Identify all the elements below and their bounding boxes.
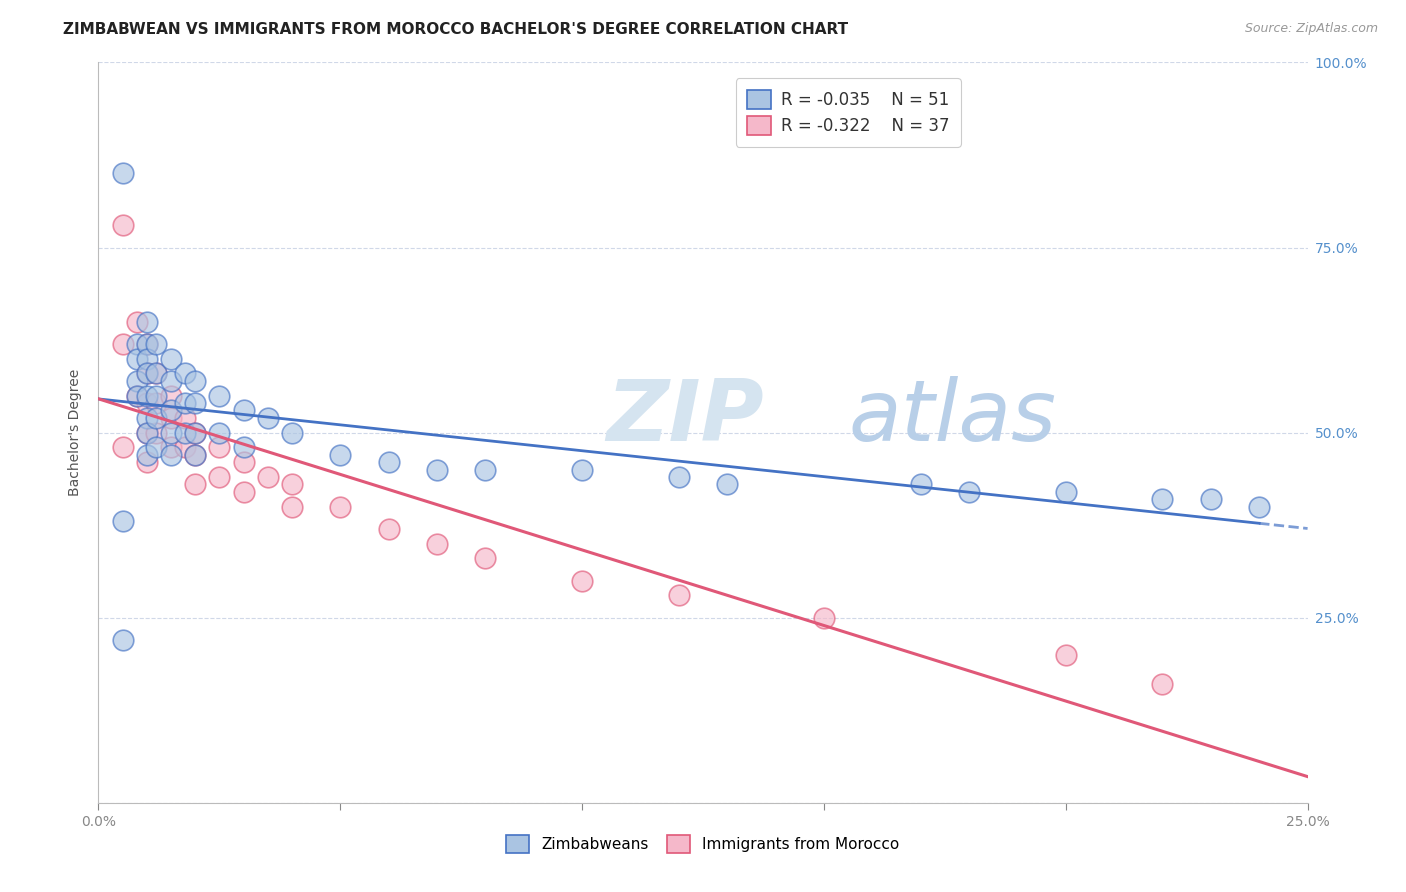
Point xyxy=(174,441,197,455)
Point xyxy=(135,367,157,381)
Point xyxy=(232,484,254,499)
Point xyxy=(184,477,207,491)
Point xyxy=(184,396,207,410)
Point xyxy=(127,314,149,328)
Legend: Zimbabweans, Immigrants from Morocco: Zimbabweans, Immigrants from Morocco xyxy=(498,826,908,862)
Point xyxy=(474,551,496,566)
Point xyxy=(426,462,449,476)
Point xyxy=(160,410,183,425)
Point xyxy=(377,455,399,469)
Point xyxy=(127,351,149,366)
Point xyxy=(256,470,278,484)
Point xyxy=(135,425,157,440)
Point xyxy=(145,396,167,410)
Point xyxy=(208,425,231,440)
Point xyxy=(571,574,593,588)
Point xyxy=(232,403,254,417)
Point xyxy=(910,477,932,491)
Point xyxy=(111,166,134,180)
Point xyxy=(716,477,738,491)
Point xyxy=(127,374,149,388)
Point xyxy=(127,388,149,402)
Point xyxy=(1249,500,1271,514)
Point xyxy=(174,410,197,425)
Point xyxy=(208,470,231,484)
Point xyxy=(145,425,167,440)
Point xyxy=(668,589,690,603)
Point xyxy=(232,455,254,469)
Point xyxy=(813,610,835,624)
Point xyxy=(135,351,157,366)
Point xyxy=(160,351,183,366)
Point xyxy=(160,388,183,402)
Point xyxy=(135,367,157,381)
Point xyxy=(208,388,231,402)
Point xyxy=(145,336,167,351)
Point xyxy=(111,219,134,233)
Point xyxy=(1152,677,1174,691)
Point xyxy=(184,448,207,462)
Text: ZIMBABWEAN VS IMMIGRANTS FROM MOROCCO BACHELOR'S DEGREE CORRELATION CHART: ZIMBABWEAN VS IMMIGRANTS FROM MOROCCO BA… xyxy=(63,22,848,37)
Point xyxy=(135,314,157,328)
Point xyxy=(377,522,399,536)
Text: atlas: atlas xyxy=(848,376,1056,459)
Point xyxy=(127,336,149,351)
Point xyxy=(135,425,157,440)
Point xyxy=(160,425,183,440)
Point xyxy=(329,448,352,462)
Point xyxy=(111,515,134,529)
Text: Source: ZipAtlas.com: Source: ZipAtlas.com xyxy=(1244,22,1378,36)
Point xyxy=(329,500,352,514)
Point xyxy=(1054,648,1077,662)
Point xyxy=(111,441,134,455)
Point xyxy=(111,632,134,647)
Point xyxy=(232,441,254,455)
Point xyxy=(160,441,183,455)
Point xyxy=(1152,492,1174,507)
Point xyxy=(426,536,449,550)
Point xyxy=(668,470,690,484)
Point xyxy=(135,336,157,351)
Point xyxy=(160,403,183,417)
Point xyxy=(174,396,197,410)
Point xyxy=(135,336,157,351)
Point xyxy=(208,441,231,455)
Point xyxy=(174,367,197,381)
Point xyxy=(145,367,167,381)
Point xyxy=(184,425,207,440)
Point xyxy=(184,448,207,462)
Point xyxy=(957,484,980,499)
Point xyxy=(184,374,207,388)
Text: ZIP: ZIP xyxy=(606,376,763,459)
Y-axis label: Bachelor's Degree: Bachelor's Degree xyxy=(69,369,83,496)
Point xyxy=(1054,484,1077,499)
Point xyxy=(127,388,149,402)
Point xyxy=(174,425,197,440)
Point xyxy=(135,410,157,425)
Point xyxy=(474,462,496,476)
Point xyxy=(160,448,183,462)
Point xyxy=(281,477,304,491)
Point xyxy=(145,441,167,455)
Point xyxy=(184,425,207,440)
Point xyxy=(135,396,157,410)
Point xyxy=(145,388,167,402)
Point xyxy=(145,367,167,381)
Point xyxy=(135,388,157,402)
Point xyxy=(145,410,167,425)
Point xyxy=(111,336,134,351)
Point xyxy=(160,374,183,388)
Point xyxy=(281,500,304,514)
Point xyxy=(256,410,278,425)
Point xyxy=(281,425,304,440)
Point xyxy=(135,455,157,469)
Point xyxy=(1199,492,1222,507)
Point xyxy=(135,448,157,462)
Point xyxy=(571,462,593,476)
